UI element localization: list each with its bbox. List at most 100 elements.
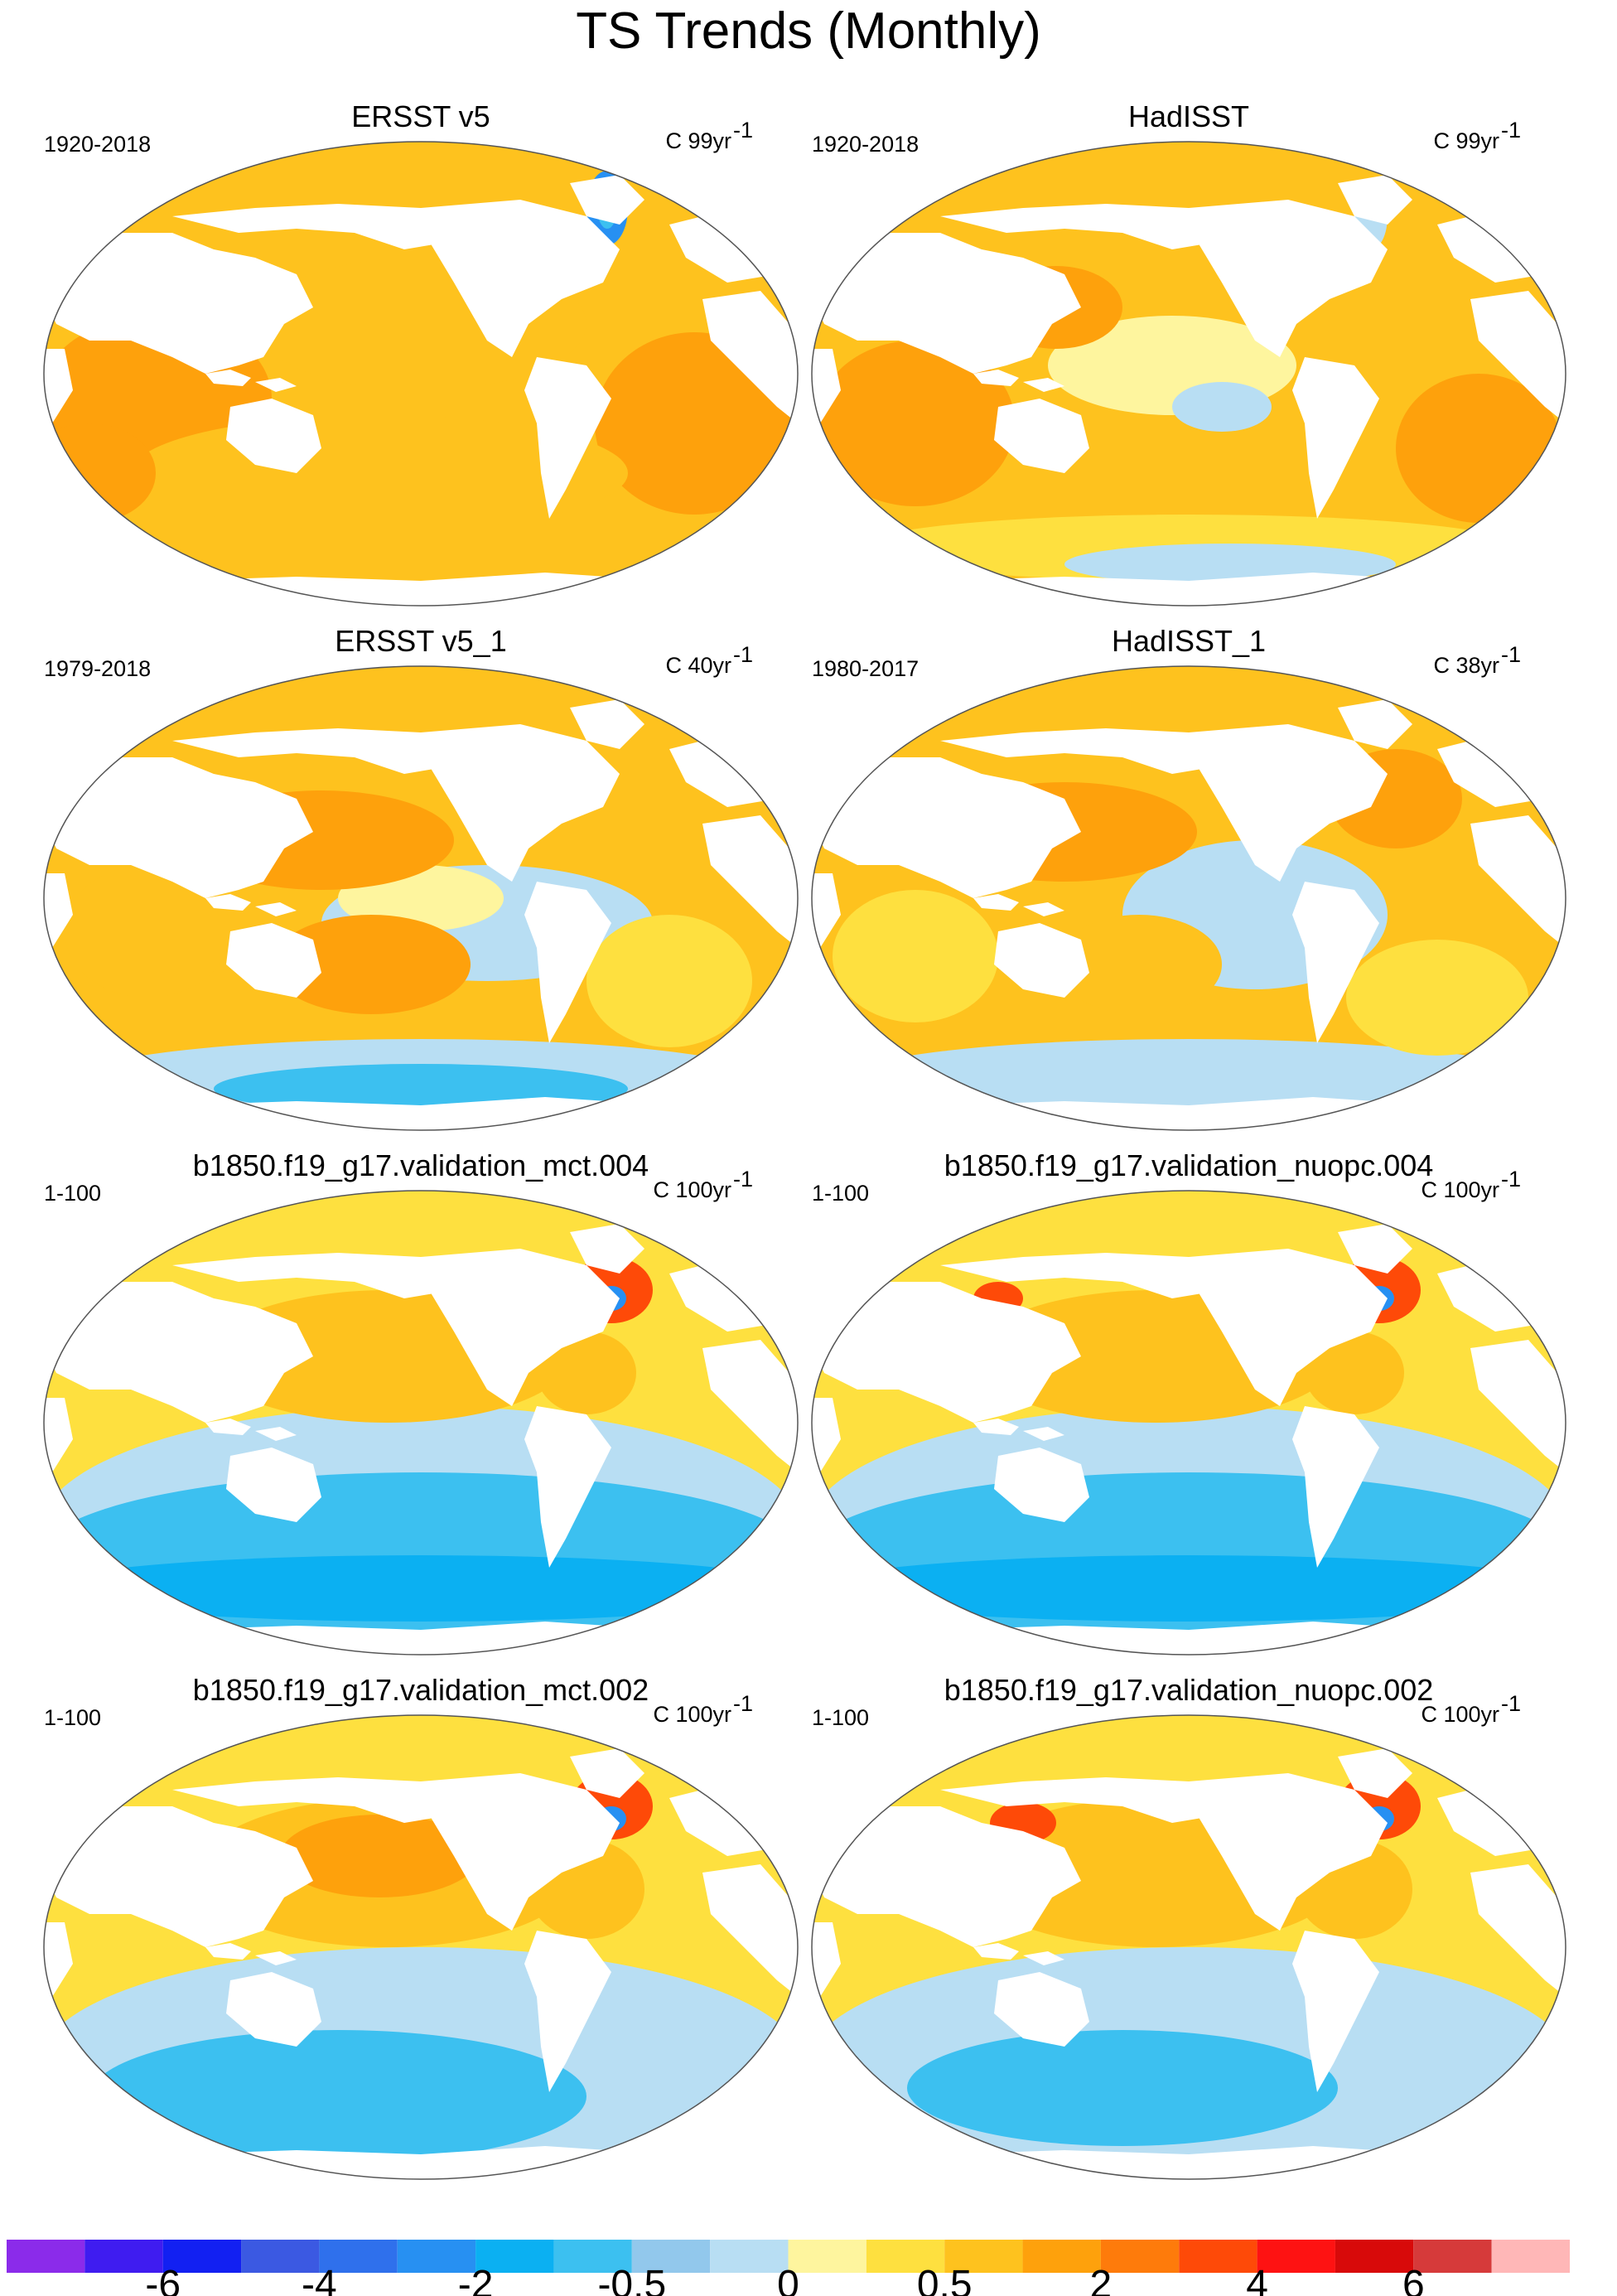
map-panel: ERSST v5 1920-2018 C 99yr -1 (43, 99, 799, 607)
map-panel: b1850.f19_g17.validation_mct.002 1-100 C 1… (43, 1673, 799, 2180)
colorbar-swatch (553, 2240, 632, 2273)
contour-blob (280, 1815, 479, 1897)
period-label: 1-100 (44, 1181, 101, 1206)
colorbar-swatch (84, 2240, 163, 2273)
colorbar-swatch (1100, 2240, 1180, 2273)
map-field (44, 666, 798, 1130)
map-field (812, 1715, 1566, 2179)
map-outline (43, 141, 799, 607)
colorbar-tick-label: -4 (302, 2263, 337, 2296)
units-exponent: -1 (733, 118, 753, 143)
contour-blob (595, 332, 794, 515)
map-field (44, 1191, 798, 1655)
colorbar-swatch (241, 2240, 320, 2273)
units-exponent: -1 (1501, 118, 1521, 143)
contour-blob (586, 915, 752, 1047)
map-field (812, 1191, 1566, 1655)
colorbar-tick-label: 0 (777, 2263, 799, 2296)
panel-title: ERSST v5_1 (335, 624, 506, 658)
period-label: 1-100 (44, 1705, 101, 1730)
units-label: C 100yr (653, 1177, 731, 1202)
map-panel: ERSST v5_1 1979-2018 C 40yr -1 (43, 624, 799, 1131)
contour-blob (816, 341, 1015, 506)
colorbar-swatch (866, 2240, 945, 2273)
colorbar-tick-label: -6 (145, 2263, 181, 2296)
contour-blob (44, 423, 156, 523)
colorbar-tick-label: -0.5 (597, 2263, 666, 2296)
colorbar-swatch (788, 2240, 866, 2273)
colorbar-swatch (7, 2240, 85, 2273)
colorbar-tick-label: 6 (1402, 2263, 1425, 2296)
map-panel: b1850.f19_g17.validation_nuopc.004 1-100 C… (811, 1148, 1566, 1656)
panel-title: b1850.f19_g17.validation_mct.004 (193, 1148, 649, 1182)
panel-title: HadISST (1128, 99, 1249, 133)
colorbar-swatch (162, 2240, 242, 2273)
map-field (812, 142, 1566, 606)
colorbar-swatch (631, 2240, 711, 2273)
units-label: C 40yr (665, 653, 731, 678)
colorbar-swatch (1022, 2240, 1101, 2273)
units-exponent: -1 (733, 642, 753, 667)
panel-title: ERSST v5 (351, 99, 490, 133)
colorbar-tick-label: 4 (1246, 2263, 1268, 2296)
map-outline (43, 665, 799, 1131)
colorbar-tick-label: 2 (1090, 2263, 1113, 2296)
units-label: C 99yr (1433, 128, 1499, 153)
map-outline (811, 665, 1566, 1131)
contour-blob (65, 865, 230, 998)
contour-blob (907, 2030, 1338, 2146)
units-label: C 99yr (665, 128, 731, 153)
contour-blob (537, 1332, 636, 1414)
units-label: C 100yr (1421, 1177, 1499, 1202)
panel-title: b1850.f19_g17.validation_nuopc.004 (944, 1148, 1434, 1182)
panel-title: b1850.f19_g17.validation_nuopc.002 (944, 1673, 1434, 1707)
contour-blob (1172, 382, 1272, 432)
units-label: C 38yr (1433, 653, 1499, 678)
map-outline (811, 1714, 1566, 2180)
colorbar-swatch (475, 2240, 554, 2273)
contour-blob (89, 2030, 586, 2163)
map-outline (811, 141, 1566, 607)
contour-blob (812, 1555, 1566, 1622)
panel-title: HadISST_1 (1112, 624, 1266, 658)
period-label: 1920-2018 (812, 132, 919, 157)
main-title: TS Trends (Monthly) (576, 2, 1041, 60)
colorbar-swatch (944, 2240, 1023, 2273)
map-field (812, 666, 1566, 1130)
contour-blob (833, 890, 998, 1022)
colorbar-swatch (1179, 2240, 1257, 2273)
colorbar-swatch (1491, 2240, 1570, 2273)
colorbar-swatch (397, 2240, 476, 2273)
map-panel: HadISST_1 1980-2017 C 38yr -1 (811, 624, 1566, 1131)
contour-blob (1346, 940, 1528, 1056)
panel-title: b1850.f19_g17.validation_mct.002 (193, 1673, 649, 1707)
map-outline (43, 1190, 799, 1656)
units-exponent: -1 (1501, 642, 1521, 667)
contour-blob (272, 915, 471, 1014)
colorbar-swatch (319, 2240, 398, 2273)
period-label: 1-100 (812, 1181, 869, 1206)
colorbar-tick-label: 0.5 (917, 2263, 973, 2296)
period-label: 1980-2017 (812, 656, 919, 681)
colorbar-swatch (1413, 2240, 1492, 2273)
map-outline (43, 1714, 799, 2180)
units-label: C 100yr (653, 1702, 731, 1727)
colorbar: -6 -4 -2 -0.5 0 0.5 2 4 6 (7, 2240, 1570, 2296)
units-exponent: -1 (1501, 1691, 1521, 1716)
colorbar-swatch (1257, 2240, 1335, 2273)
contour-blob (1056, 915, 1222, 1014)
map-panel: b1850.f19_g17.validation_nuopc.002 1-100 C… (811, 1673, 1566, 2180)
units-exponent: -1 (733, 1691, 753, 1716)
map-panel: HadISST 1920-2018 C 99yr -1 (811, 99, 1566, 607)
period-label: 1-100 (812, 1705, 869, 1730)
period-label: 1920-2018 (44, 132, 151, 157)
period-label: 1979-2018 (44, 656, 151, 681)
contour-blob (1305, 1332, 1404, 1414)
colorbar-swatch (710, 2240, 789, 2273)
contour-blob (44, 1555, 798, 1622)
map-panel: b1850.f19_g17.validation_mct.004 1-100 C 1… (43, 1148, 799, 1656)
map-outline (811, 1190, 1566, 1656)
colorbar-tick-label: -2 (458, 2263, 494, 2296)
units-label: C 100yr (1421, 1702, 1499, 1727)
